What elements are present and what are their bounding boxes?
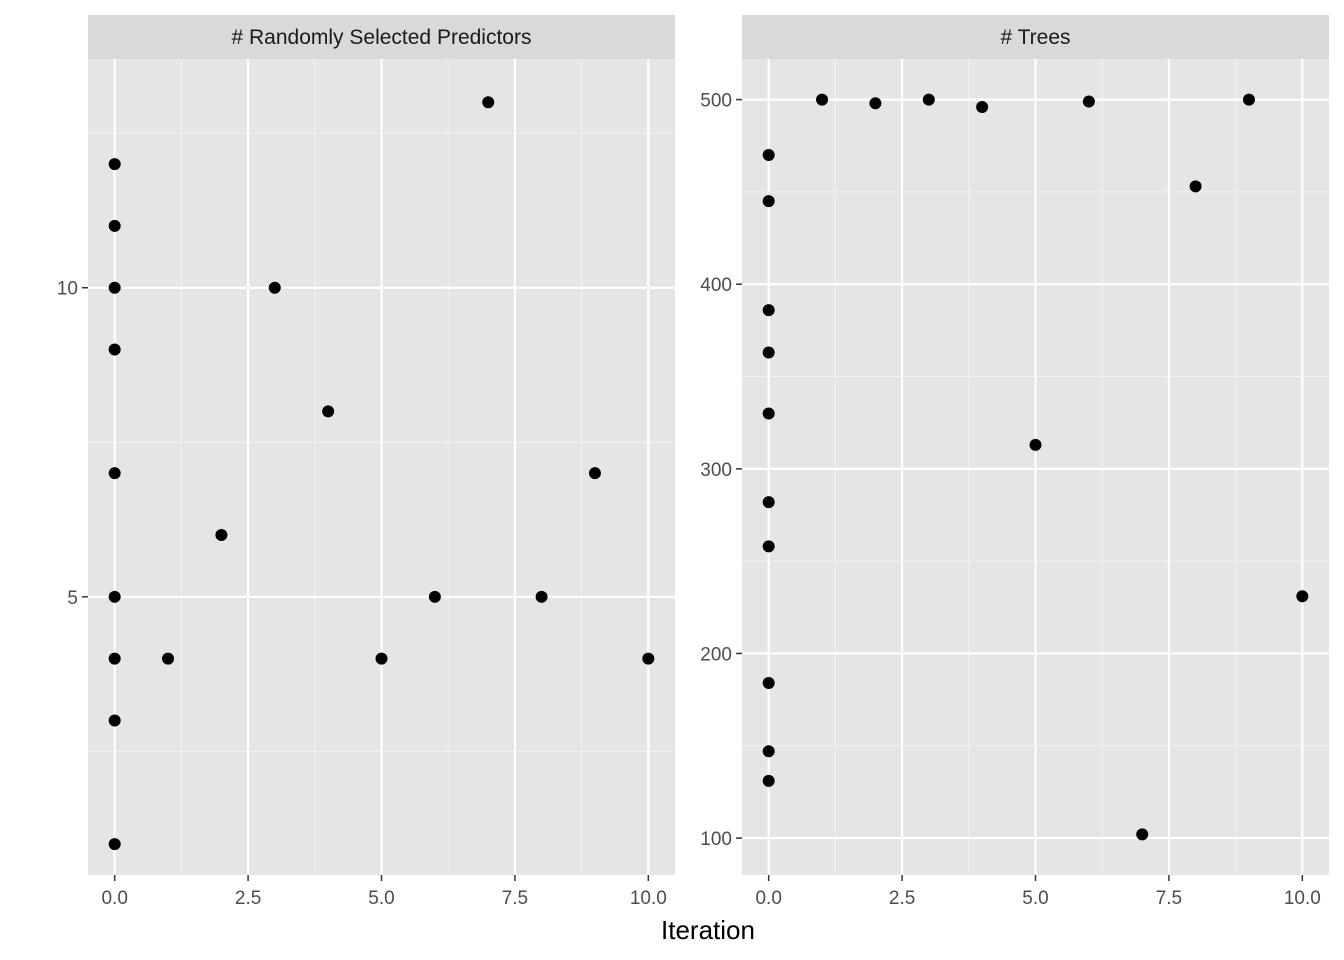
data-point [162,652,175,665]
data-point [108,158,121,171]
data-point [762,496,775,509]
data-point [588,467,601,480]
facet-strip [742,15,1329,59]
data-point [108,467,121,480]
data-point [1296,590,1309,603]
data-point [108,343,121,356]
data-point [762,774,775,787]
data-point [108,652,121,665]
y-tick-label: 10 [57,279,78,300]
facet-panel-predictors: # Randomly Selected Predictors 5 10 0.0 2.5 5… [57,15,675,909]
y-tick-label: 300 [700,460,732,481]
data-point [108,838,121,851]
facet-strip [88,15,675,59]
data-point [108,590,121,603]
x-tick-label: 10.0 [1284,888,1321,909]
facet-title: # Trees [1000,26,1070,49]
data-point [762,346,775,359]
x-tick-label: 5.0 [368,888,394,909]
facet-title: # Randomly Selected Predictors [232,26,532,49]
data-point [108,281,121,294]
data-point [762,745,775,758]
data-point [762,540,775,553]
y-tick-label: 100 [700,829,732,850]
data-point [762,149,775,161]
data-point [535,590,548,603]
x-tick-label: 7.5 [1156,888,1182,909]
data-point [762,304,775,317]
data-point [482,96,495,109]
data-point [108,714,121,727]
x-tick-label: 10.0 [630,888,667,909]
x-axis-title: Iteration [661,915,755,945]
data-point [642,652,655,665]
data-point [976,101,989,113]
data-point [1242,93,1255,106]
y-tick-label: 5 [67,588,78,609]
data-point [922,93,935,106]
y-tick-label: 500 [700,91,732,112]
x-tick-label: 2.5 [235,888,261,909]
data-point [215,529,228,541]
data-point [762,677,775,689]
x-tick-label: 5.0 [1022,888,1048,909]
data-point [428,590,441,603]
x-tick-label: 0.0 [101,888,127,909]
data-point [869,97,882,110]
data-point [816,93,829,106]
data-point [108,219,121,232]
data-point [1082,95,1095,108]
x-tick-label: 7.5 [502,888,528,909]
y-tick-label: 400 [700,275,732,296]
x-tick-label: 2.5 [889,888,915,909]
data-point [1136,828,1149,841]
data-point [762,407,775,420]
facet-panel-trees: # Trees 100 200 300 400 500 0.0 2.5 5.0 7.5 10.0 [700,15,1329,909]
data-point [1189,180,1202,193]
data-point [322,405,335,418]
x-tick-label: 0.0 [755,888,781,909]
data-point [1029,438,1042,451]
y-tick-label: 200 [700,644,732,665]
data-point [762,195,775,208]
data-point [375,652,388,665]
data-point [268,281,281,294]
